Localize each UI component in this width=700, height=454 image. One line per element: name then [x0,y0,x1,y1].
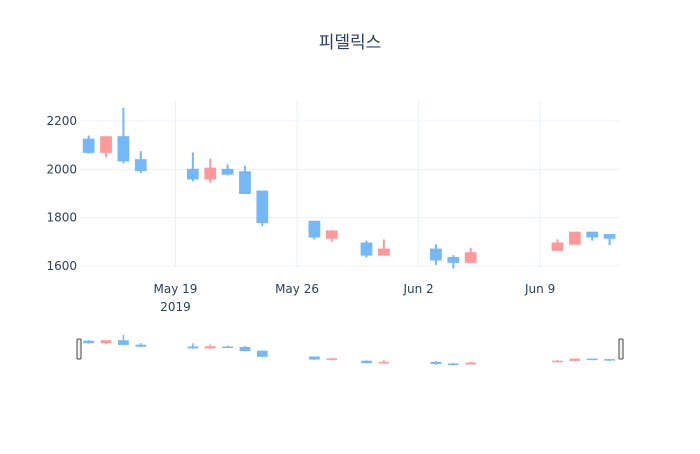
gridlines [80,100,620,267]
candle-decreasing[interactable] [586,231,599,241]
candle-decreasing[interactable] [221,164,234,176]
range-slider[interactable] [76,333,624,367]
candle-decreasing[interactable] [117,107,130,164]
y-tick-label: 2000 [46,162,77,176]
candle-increasing[interactable] [377,239,390,256]
x-tick-label: Jun 9 [524,282,555,296]
candle-increasing[interactable] [464,247,477,263]
range-slider-handle-right[interactable] [618,338,624,360]
x-tick-label: Jun 2 [402,282,433,296]
candle-increasing[interactable] [568,231,581,245]
candle-decreasing[interactable] [447,255,460,269]
x-tick-label: May 19 [154,282,198,296]
candle-decreasing[interactable] [82,135,95,154]
candle-decreasing[interactable] [603,234,616,246]
range-slider-handle-left[interactable] [76,338,82,360]
candle-decreasing[interactable] [134,151,147,173]
candle-increasing[interactable] [100,136,112,158]
y-tick-label: 1800 [46,211,77,225]
range-slider-preview [83,334,615,366]
y-axis: 1600 1800 2000 2200 [46,114,77,273]
chart-title: 피델릭스 [319,33,382,53]
range-slider-background[interactable] [80,333,620,367]
candlestick-series[interactable] [82,107,616,269]
candle-increasing[interactable] [325,229,338,242]
candle-decreasing[interactable] [308,220,321,240]
candle-decreasing[interactable] [186,152,199,182]
candle-increasing[interactable] [551,239,564,251]
x-axis: May 19 2019 May 26 Jun 2 Jun 9 [154,282,556,314]
y-tick-label: 2200 [46,114,77,128]
candle-decreasing[interactable] [430,244,442,265]
candle-increasing[interactable] [204,158,217,183]
x-tick-year-label: 2019 [160,300,191,314]
x-tick-label: May 26 [275,282,319,296]
candle-decreasing[interactable] [360,240,373,258]
y-tick-label: 1600 [46,259,77,273]
candle-decreasing[interactable] [256,190,269,227]
candle-decreasing[interactable] [239,165,251,194]
